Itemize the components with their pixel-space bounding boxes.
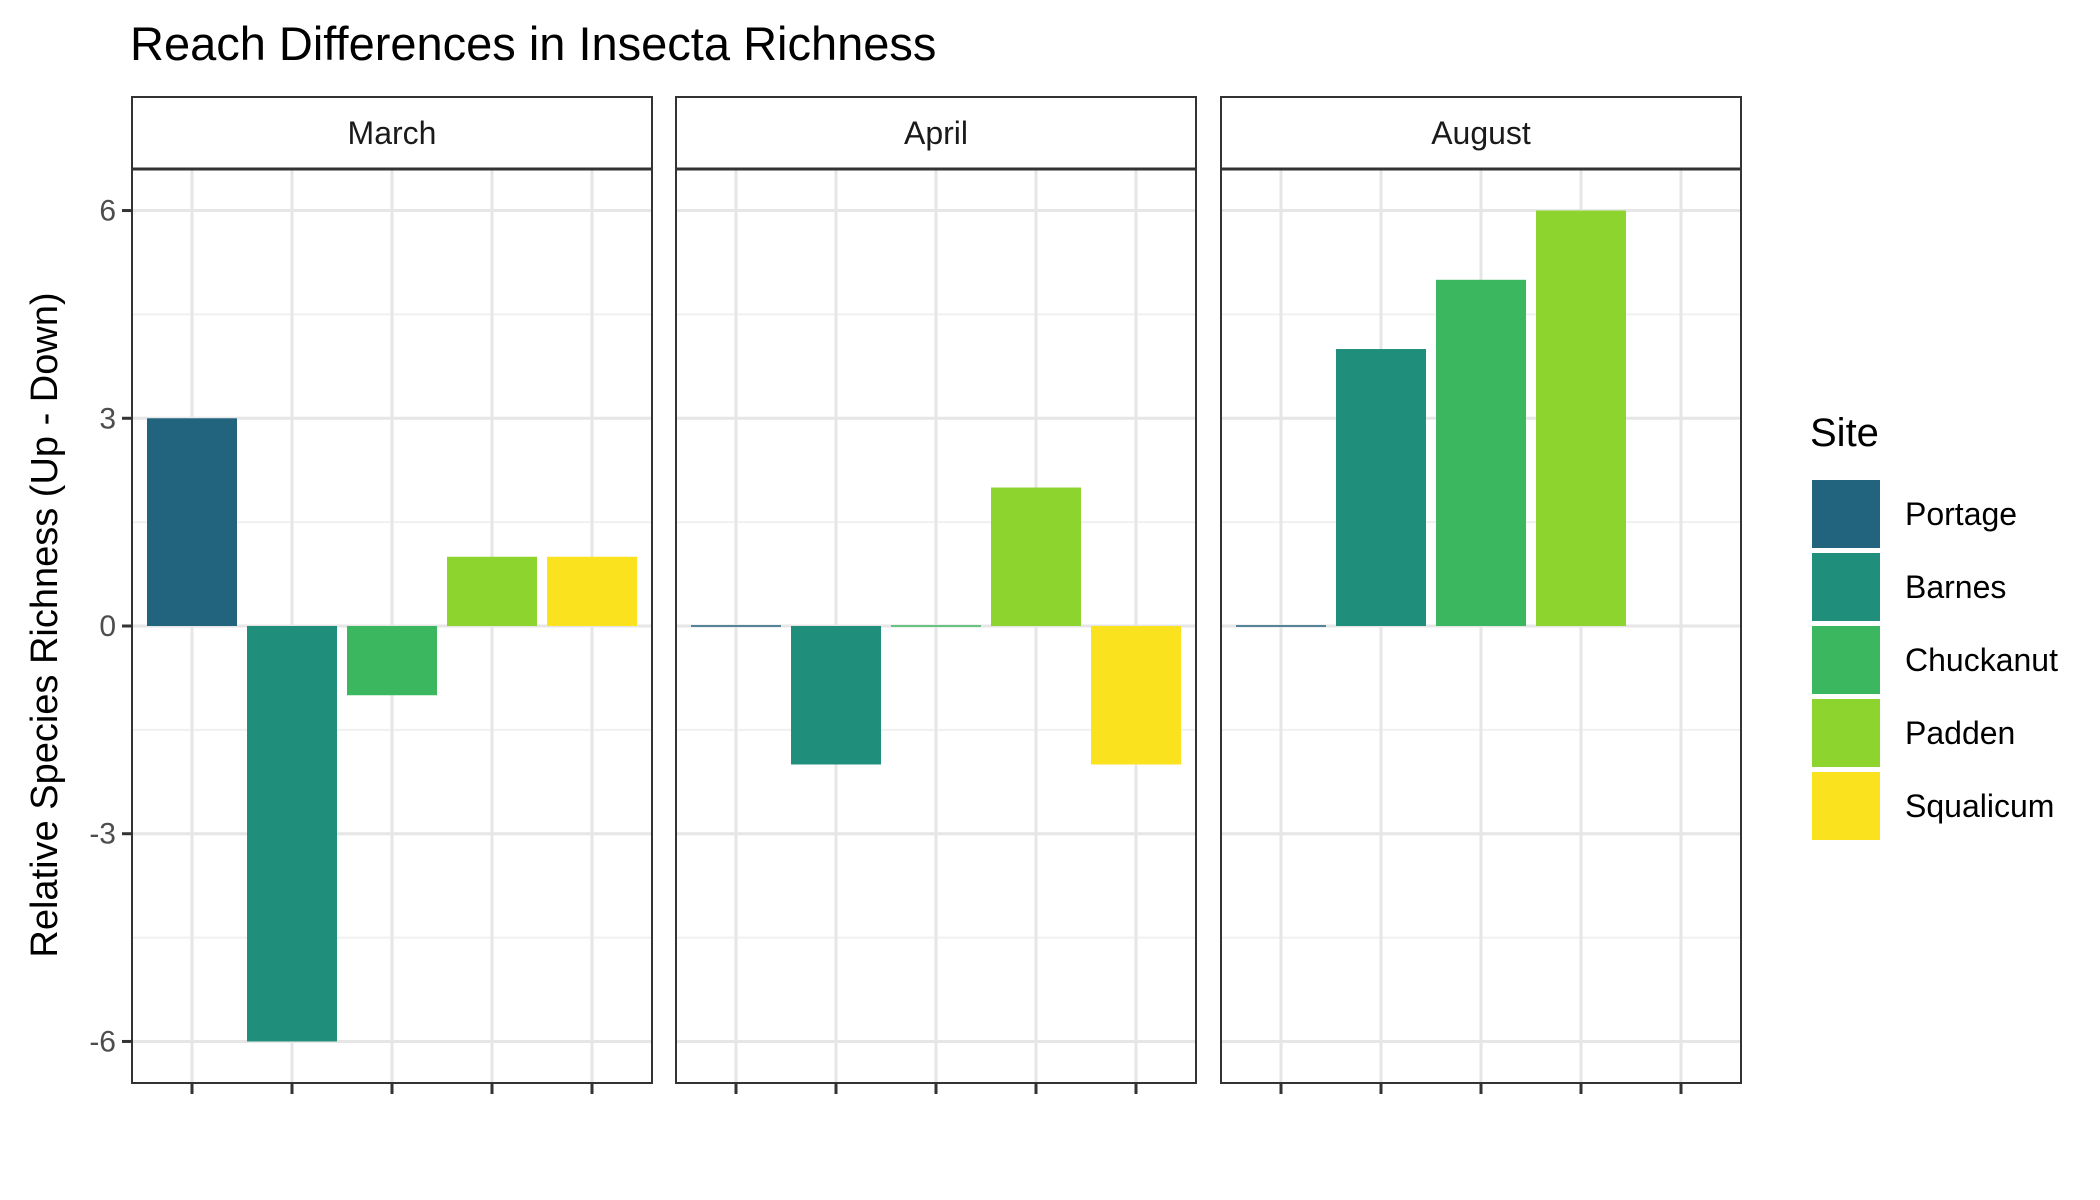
legend-item-squalicum: Squalicum [1812,772,2054,840]
legend-label: Chuckanut [1905,642,2058,678]
strip-label: August [1431,115,1531,151]
legend-item-barnes: Barnes [1812,553,2006,621]
bar-april-chuckanut [891,625,981,627]
bar-april-squalicum [1091,626,1181,765]
bars [147,418,637,1042]
bar-march-chuckanut [347,626,437,696]
legend-item-chuckanut: Chuckanut [1812,626,2058,694]
strip-background [675,96,1197,170]
legend-key [1812,480,1880,548]
x-axis-ticks [734,1083,1138,1094]
bar-march-squalicum [547,556,637,626]
bar-march-portage [147,418,237,626]
bar-august-padden [1536,210,1626,626]
bar-march-barnes [247,626,337,1042]
y-tick-label: 6 [99,195,116,228]
y-axis-label: Relative Species Richness (Up - Down) [24,292,66,957]
legend-label: Squalicum [1905,788,2054,824]
y-tick-label: -3 [89,818,116,851]
legend-label: Padden [1905,715,2015,751]
bar-april-portage [691,625,781,627]
facet-panel-march: March [131,96,653,1094]
legend-key [1812,772,1880,840]
bar-august-portage [1236,625,1326,627]
bars [1236,210,1626,627]
facet-panel-april: April [675,96,1197,1094]
chart-title: Reach Differences in Insecta Richness [130,17,936,70]
bar-april-padden [991,487,1081,626]
legend-items: Portage Barnes Chuckanut Padden Squalicum [1812,480,2058,840]
y-axis-ticks: -6 -3 0 3 6 [89,195,132,1058]
legend-label: Barnes [1905,569,2006,605]
bars [691,487,1181,765]
legend-key [1812,626,1880,694]
strip-label: April [904,115,968,151]
bar-august-chuckanut [1436,279,1526,626]
bar-march-padden [447,556,537,626]
strip-background [131,96,653,170]
strip-label: March [348,115,437,151]
legend-title: Site [1810,411,1879,455]
legend-key [1812,699,1880,767]
y-tick-label: 3 [99,402,116,435]
y-tick-label: -6 [89,1025,116,1058]
bar-april-barnes [791,626,881,765]
x-axis-ticks [1279,1083,1683,1094]
bar-august-barnes [1336,349,1426,626]
facet-panels: March April August [131,96,1742,1094]
legend: Site Portage Barnes Chuckanut Padden Squalic… [1810,411,2058,840]
legend-key [1812,553,1880,621]
legend-item-portage: Portage [1812,480,2017,548]
facet-panel-august: August [1220,96,1742,1094]
legend-label: Portage [1905,496,2017,532]
x-axis-ticks [190,1083,594,1094]
legend-item-padden: Padden [1812,699,2015,767]
strip-background [1220,96,1742,170]
y-tick-label: 0 [99,610,116,643]
